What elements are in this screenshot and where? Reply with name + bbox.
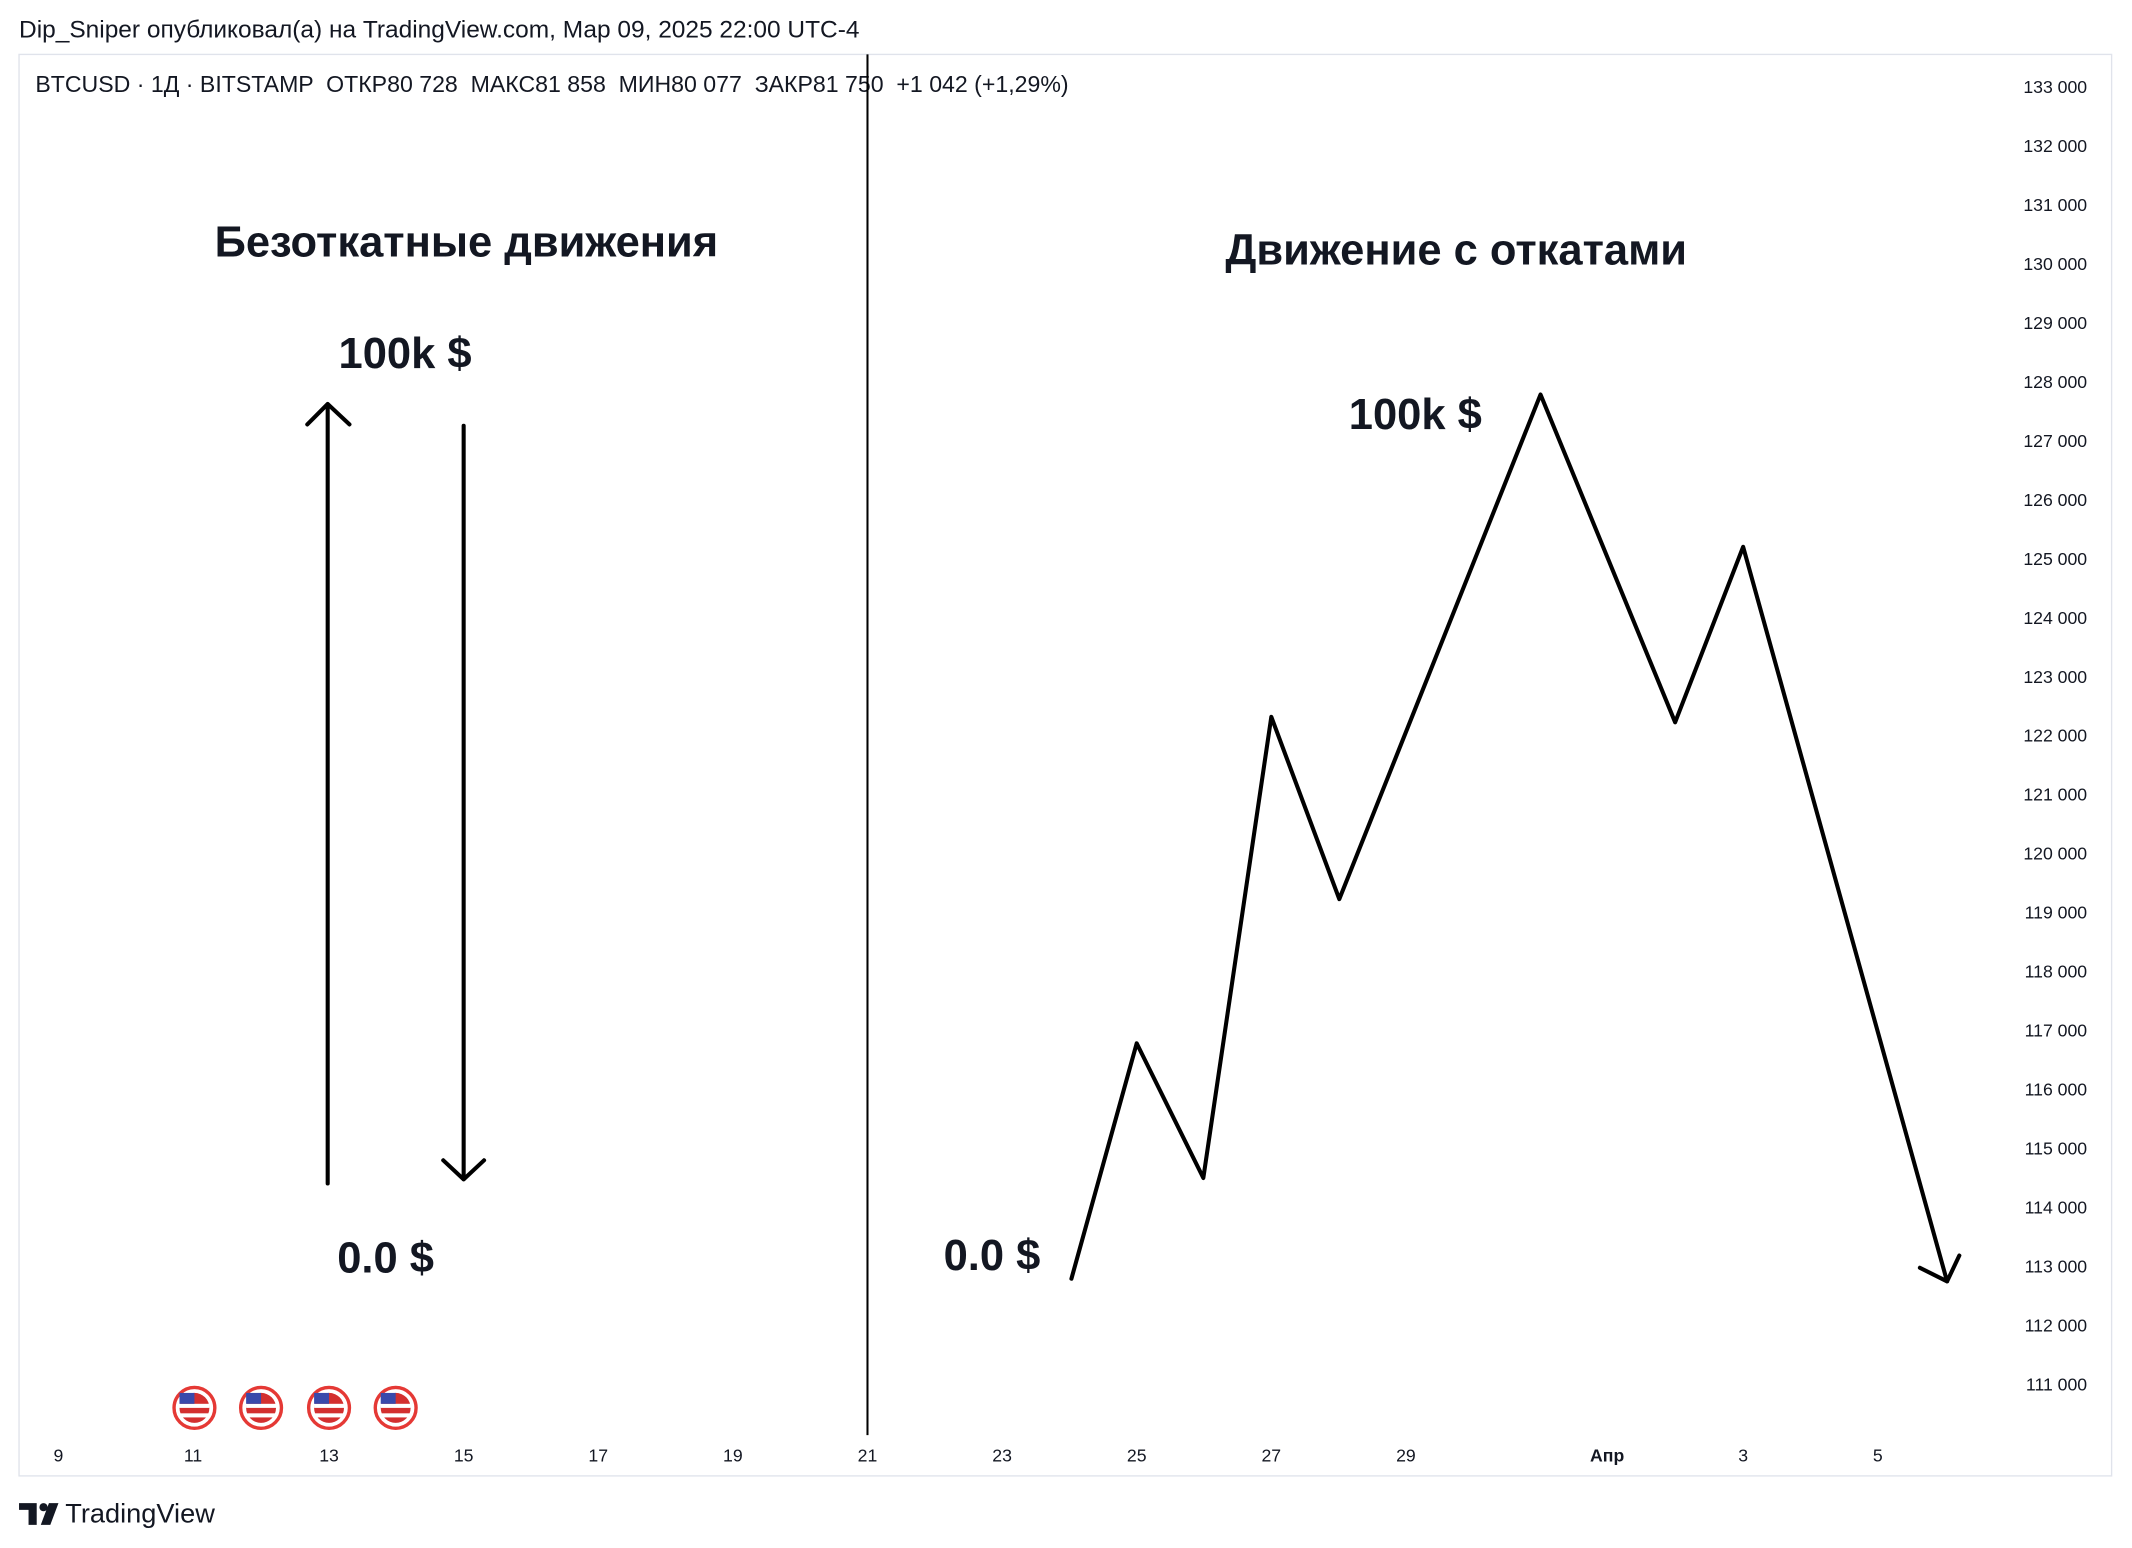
brand-name: TradingView (65, 1498, 215, 1529)
time-label: 19 (723, 1446, 743, 1466)
chart-frame (18, 53, 2113, 1477)
price-label: 122 000 (2023, 726, 2087, 746)
right-bottom-label: 0.0 $ (944, 1232, 1041, 1280)
brand-logo-dot (39, 1503, 48, 1512)
price-label: 117 000 (2025, 1021, 2088, 1041)
time-label: 29 (1396, 1446, 1416, 1466)
price-label: 119 000 (2025, 903, 2088, 923)
up-arrow (305, 401, 352, 1186)
time-label: 27 (1261, 1446, 1281, 1466)
price-label: 129 000 (2023, 313, 2087, 333)
us-flag (238, 1385, 284, 1430)
right-title: Движение с откатами (1225, 227, 1687, 275)
publisher-header: Dip_Sniper опубликовал(а) на TradingView… (19, 17, 859, 44)
price-label: 127 000 (2023, 431, 2087, 451)
price-label: 123 000 (2023, 667, 2087, 687)
price-label: 118 000 (2025, 962, 2088, 982)
price-label: 111 000 (2026, 1374, 2087, 1394)
us-flag (172, 1385, 217, 1430)
symbol-bar: BTCUSD · 1Д · BITSTAMP ОТКР80 728 МАКС81… (35, 71, 1068, 97)
price-label: 124 000 (2023, 608, 2087, 628)
down-arrow (441, 423, 487, 1182)
price-label: 131 000 (2023, 195, 2087, 215)
price-label: 120 000 (2023, 844, 2087, 864)
time-label: 25 (1127, 1446, 1147, 1466)
price-label: 113 000 (2025, 1256, 2088, 1276)
price-label: 121 000 (2023, 785, 2087, 805)
price-label: 133 000 (2023, 77, 2087, 97)
price-label: 125 000 (2023, 549, 2087, 569)
time-label: 5 (1873, 1446, 1883, 1466)
left-top-label: 100k $ (339, 330, 472, 378)
brand-logo (19, 1503, 59, 1525)
footer: TradingView (19, 1498, 215, 1529)
left-bottom-label: 0.0 $ (337, 1234, 434, 1282)
drawings (305, 392, 1962, 1284)
price-label: 132 000 (2023, 136, 2087, 156)
left-title: Безоткатные движения (215, 218, 719, 266)
time-label: 3 (1738, 1446, 1748, 1466)
price-label: 130 000 (2023, 254, 2087, 274)
price-label: 126 000 (2023, 490, 2087, 510)
time-label: 9 (54, 1446, 64, 1466)
time-label: 15 (454, 1446, 474, 1466)
price-label: 114 000 (2025, 1197, 2088, 1217)
zigzag-arrow (1069, 392, 1962, 1284)
time-label: 21 (858, 1446, 878, 1466)
price-label: 112 000 (2025, 1315, 2088, 1335)
right-top-label: 100k $ (1349, 391, 1482, 439)
time-label: 13 (319, 1446, 339, 1466)
price-label: 116 000 (2025, 1080, 2088, 1100)
time-label: Апр (1590, 1446, 1624, 1466)
us-flag (306, 1385, 352, 1430)
price-label: 115 000 (2025, 1139, 2088, 1159)
event-flags (172, 1385, 418, 1430)
time-label: 11 (184, 1446, 202, 1466)
us-flag (373, 1385, 418, 1430)
price-label: 128 000 (2023, 372, 2087, 392)
time-label: 23 (992, 1446, 1012, 1466)
time-label: 17 (588, 1446, 608, 1466)
